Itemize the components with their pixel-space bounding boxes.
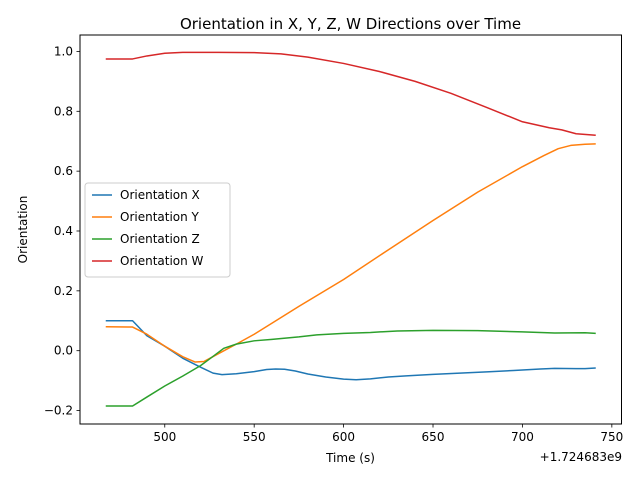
y-axis: −0.2 0.0 0.2 0.4 0.6 0.8 1.0	[44, 44, 80, 418]
chart-title: Orientation in X, Y, Z, W Directions ove…	[180, 15, 521, 33]
y-tick-label: 0.2	[54, 284, 73, 298]
legend-label: Orientation Z	[120, 232, 200, 246]
x-tick-label: 650	[422, 430, 445, 444]
x-tick-label: 700	[511, 430, 534, 444]
series-line-2	[105, 329, 596, 407]
y-tick-label: −0.2	[44, 404, 73, 418]
legend-label: Orientation X	[120, 188, 200, 202]
y-tick-label: 0.0	[54, 344, 73, 358]
legend-box	[84, 182, 231, 278]
x-axis: 500 550 600 650 700 750	[153, 424, 623, 444]
series-line-0	[105, 320, 596, 381]
x-tick-label: 600	[332, 430, 355, 444]
y-tick-label: 0.6	[54, 164, 73, 178]
plot-lines	[105, 51, 596, 407]
legend-label: Orientation W	[120, 254, 204, 268]
x-offset-label: +1.724683e9	[540, 450, 622, 464]
y-tick-label: 0.4	[54, 224, 73, 238]
x-tick-label: 750	[600, 430, 623, 444]
legend: Orientation X Orientation Y Orientation Z O…	[84, 182, 231, 278]
x-axis-label: Time (s)	[325, 451, 375, 465]
legend-label: Orientation Y	[120, 210, 200, 224]
series-line-1	[105, 143, 596, 363]
x-tick-label: 500	[153, 430, 176, 444]
series-line-3	[105, 51, 596, 136]
y-tick-label: 1.0	[54, 44, 73, 58]
x-tick-label: 550	[243, 430, 266, 444]
plot-frame	[79, 34, 622, 425]
y-axis-label: Orientation	[16, 196, 30, 264]
y-tick-label: 0.8	[54, 104, 73, 118]
